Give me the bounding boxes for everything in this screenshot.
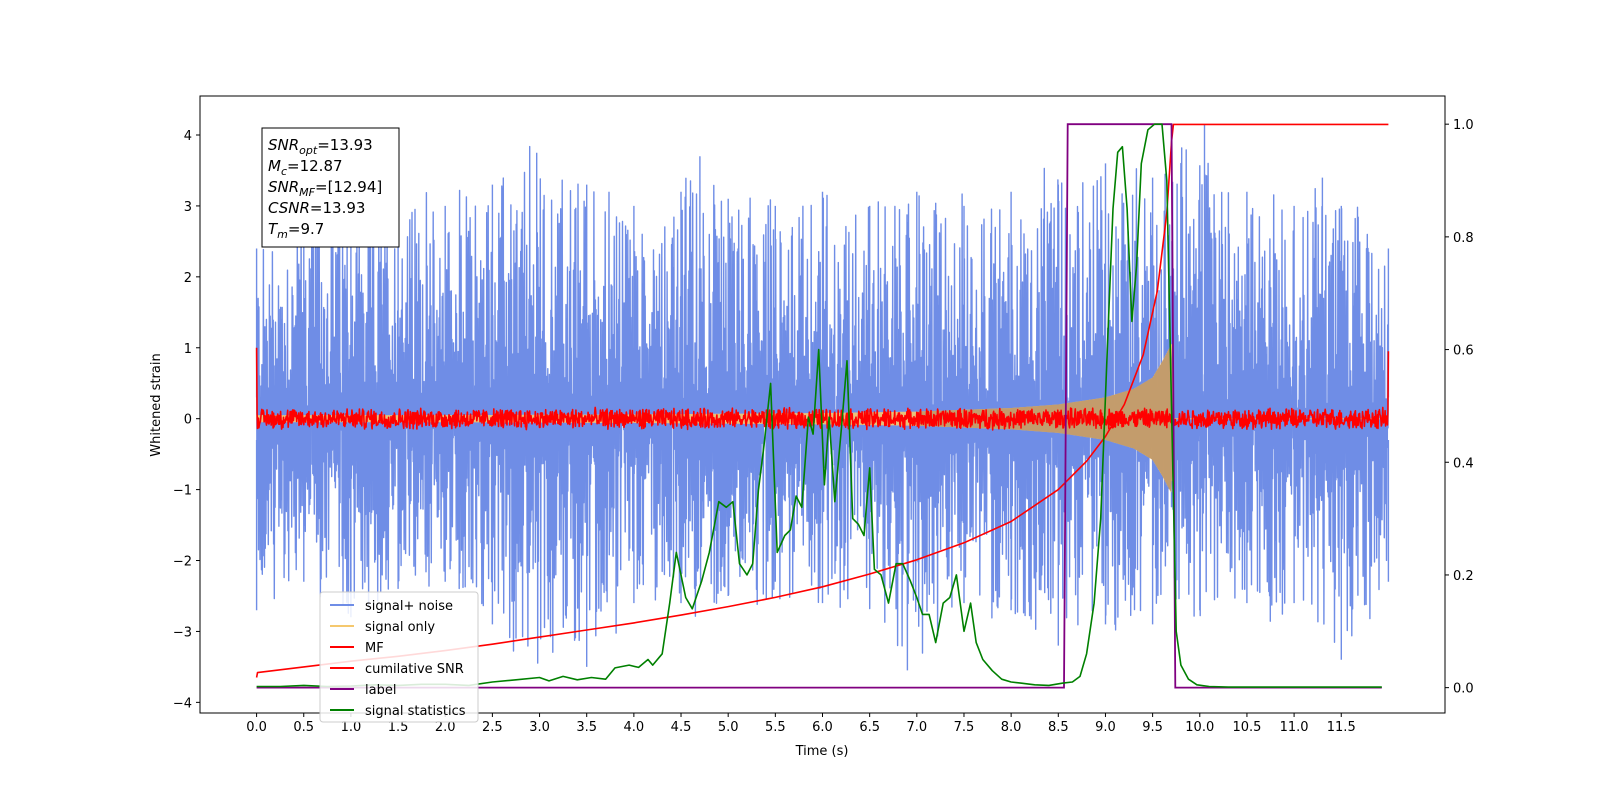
y-tick-label: 4 [184, 129, 192, 144]
legend-label: cumilative SNR [365, 662, 464, 677]
y-tick-label: −3 [173, 625, 192, 640]
x-tick-label: 4.5 [671, 720, 692, 735]
x-tick-label: 7.5 [954, 720, 975, 735]
stats-annotation: SNRopt=13.93Mc=12.87SNRMF=[12.94]CSNR=13… [261, 127, 400, 248]
y-right-tick-label: 0.8 [1453, 231, 1474, 246]
x-tick-label: 3.5 [576, 720, 597, 735]
x-tick-label: 7.0 [906, 720, 927, 735]
x-tick-label: 2.5 [482, 720, 503, 735]
x-tick-label: 9.0 [1095, 720, 1116, 735]
x-axis-label: Time (s) [795, 744, 849, 759]
plot-frame [199, 95, 1446, 714]
y-tick-label: 3 [184, 200, 192, 215]
legend-label: label [365, 683, 396, 698]
legend-item: label [330, 683, 396, 698]
x-tick-label: 8.5 [1048, 720, 1069, 735]
x-tick-label: 1.0 [341, 720, 362, 735]
annotation-line: Mc=12.87 [268, 157, 343, 178]
annotation-line: CSNR=13.93 [268, 199, 365, 217]
x-tick-label: 8.0 [1001, 720, 1022, 735]
legend-item: signal only [330, 620, 435, 635]
y-right-tick-label: 0.0 [1453, 682, 1474, 697]
legend-label: signal only [365, 620, 435, 635]
x-tick-label: 5.0 [718, 720, 739, 735]
x-tick-label: 10.5 [1232, 720, 1261, 735]
annotation-line: SNRMF=[12.94] [268, 178, 382, 199]
x-tick-label: 11.5 [1327, 720, 1356, 735]
x-tick-label: 0.0 [246, 720, 267, 735]
x-tick-label: 5.5 [765, 720, 786, 735]
x-tick-label: 3.0 [529, 720, 550, 735]
y-tick-label: 0 [184, 413, 192, 428]
series-signal-plus-noise [255, 124, 1390, 671]
y-right-tick-label: 0.6 [1453, 344, 1474, 359]
legend-item: MF [330, 641, 384, 656]
x-tick-label: 0.5 [293, 720, 314, 735]
x-tick-label: 4.0 [624, 720, 645, 735]
y-tick-label: 1 [184, 342, 192, 357]
legend-label: signal statistics [365, 704, 466, 719]
legend-label: signal+ noise [365, 599, 453, 614]
legend: signal+ noise signal only MF cumilative SNR… [319, 591, 479, 723]
x-tick-label: 11.0 [1280, 720, 1309, 735]
series-label [256, 123, 1382, 689]
x-tick-label: 2.0 [435, 720, 456, 735]
annotation-line: SNRopt=13.93 [268, 136, 373, 157]
y-right-tick-label: 1.0 [1453, 118, 1474, 133]
x-tick-label: 10.0 [1185, 720, 1214, 735]
y-axis-label: Whitened strain [149, 353, 164, 456]
legend-item: signal+ noise [330, 599, 453, 614]
y-tick-label: −4 [173, 696, 192, 711]
x-tick-label: 6.0 [812, 720, 833, 735]
annotation-line: Tm=9.7 [268, 220, 324, 241]
legend-box [319, 591, 479, 723]
y-tick-label: 2 [184, 271, 192, 286]
y-tick-label: −1 [173, 484, 192, 499]
annotation-box [261, 127, 400, 248]
ticks: 0.0 0.5 1.0 1.5 2.0 2.5 3.0 3.5 4.0 4.5 5.0 5.5 6.0 6… [173, 118, 1474, 735]
legend-label: MF [365, 641, 384, 656]
series-signal-statistics [256, 123, 1382, 688]
x-tick-label: 1.5 [388, 720, 409, 735]
x-tick-label: 6.5 [859, 720, 880, 735]
y-right-tick-label: 0.2 [1453, 569, 1474, 584]
y-tick-label: −2 [173, 555, 192, 570]
legend-item: cumilative SNR [330, 662, 464, 677]
y-right-tick-label: 0.4 [1453, 456, 1474, 471]
legend-item: signal statistics [330, 704, 466, 719]
x-tick-label: 9.5 [1142, 720, 1163, 735]
